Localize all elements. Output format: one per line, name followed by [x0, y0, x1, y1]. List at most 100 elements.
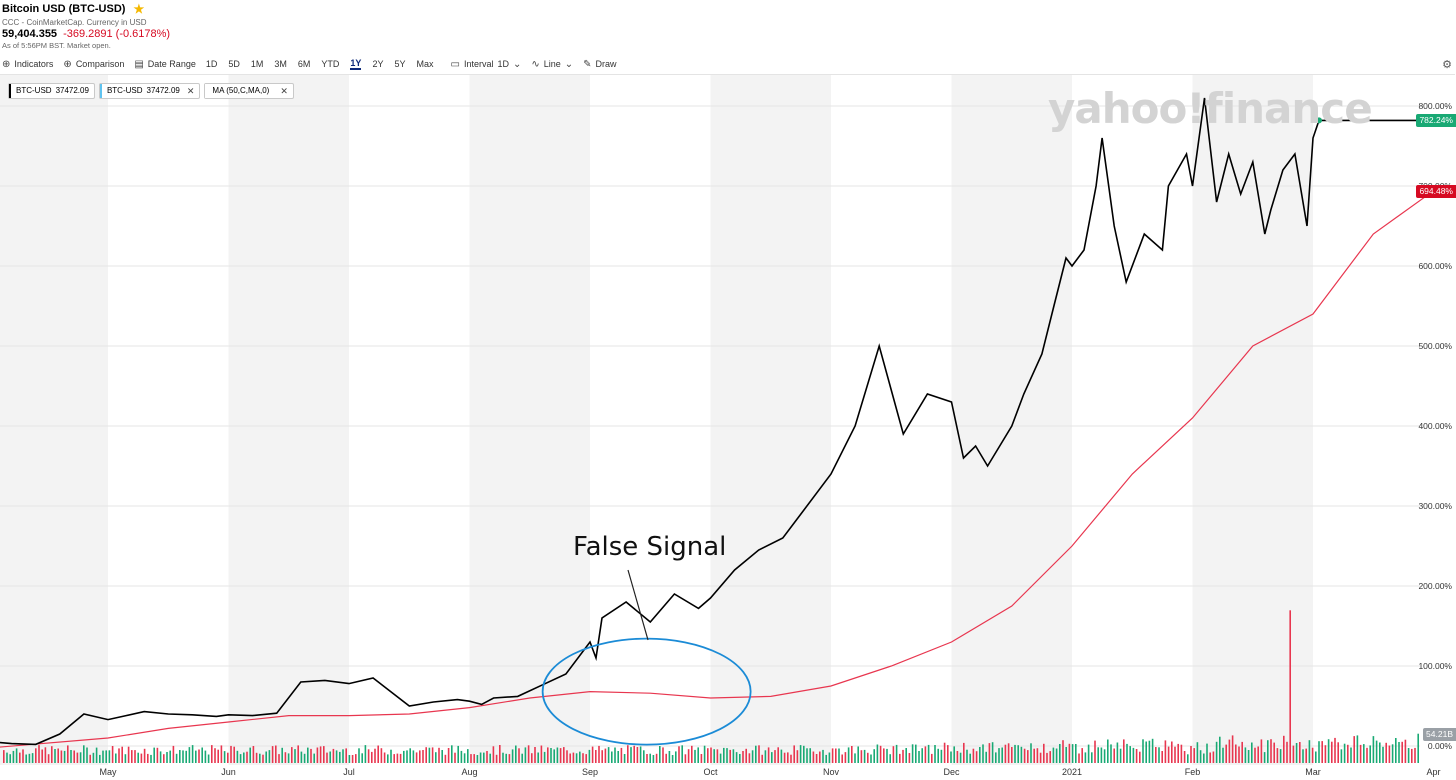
volume-bar	[527, 745, 530, 763]
legend-color-swatch	[205, 84, 208, 98]
volume-bar	[953, 746, 955, 763]
volume-bar	[646, 754, 648, 763]
star-icon[interactable]: ★	[133, 2, 145, 16]
volume-bar	[751, 750, 754, 763]
volume-bar	[1017, 745, 1019, 763]
volume-bar	[319, 746, 322, 763]
date-range-button[interactable]: ▤ Date Range	[134, 59, 196, 70]
volume-bar	[1027, 750, 1029, 763]
volume-bar	[755, 745, 757, 763]
range-1m[interactable]: 1M	[250, 59, 264, 69]
volume-bar	[956, 751, 959, 763]
indicators-label: Indicators	[14, 59, 54, 69]
volume-bar	[1276, 748, 1279, 763]
volume-bar	[214, 748, 216, 763]
legend-pill[interactable]: BTC-USD 37472.09 ✕	[98, 83, 201, 99]
volume-bar	[831, 748, 834, 763]
volume-bar	[588, 749, 591, 763]
indicators-button[interactable]: ⊕ Indicators	[2, 59, 53, 70]
volume-bar	[511, 749, 514, 763]
close-icon[interactable]: ✕	[280, 86, 288, 96]
volume-bar	[217, 749, 219, 763]
volume-bar	[1011, 747, 1013, 763]
volume-bar	[1411, 748, 1413, 763]
draw-button[interactable]: ✎ Draw	[583, 59, 616, 70]
range-ytd[interactable]: YTD	[321, 59, 340, 69]
volume-bar	[713, 749, 715, 763]
range-2y[interactable]: 2Y	[372, 59, 384, 69]
volume-bar	[182, 750, 184, 763]
gear-icon[interactable]: ⚙	[1442, 59, 1452, 71]
month-band	[0, 75, 108, 765]
volume-bar	[86, 747, 88, 763]
volume-bar	[287, 753, 290, 763]
line-chart-icon: ∿	[531, 58, 540, 70]
range-1y[interactable]: 1Y	[350, 58, 362, 70]
volume-bar	[412, 750, 415, 763]
volume-bar	[367, 749, 370, 763]
volume-bar	[1292, 745, 1295, 763]
range-5d[interactable]: 5D	[228, 59, 240, 69]
range-5y[interactable]: 5Y	[394, 59, 406, 69]
date-range-label: Date Range	[147, 59, 196, 69]
range-max[interactable]: Max	[416, 59, 434, 69]
volume-bar	[499, 745, 501, 763]
chart-type-label: Line	[543, 59, 561, 69]
volume-bar	[1161, 751, 1163, 763]
legend-label: BTC-USD	[106, 86, 143, 95]
volume-bar	[1030, 743, 1032, 763]
volume-bar	[19, 752, 21, 763]
volume-bar	[1327, 739, 1330, 763]
volume-bar	[492, 746, 495, 763]
volume-bar	[316, 747, 319, 763]
volume-bar	[1391, 744, 1394, 763]
volume-bar	[684, 754, 687, 763]
volume-bar	[92, 752, 95, 763]
range-1d[interactable]: 1D	[205, 59, 218, 69]
comparison-label: Comparison	[75, 59, 125, 69]
volume-bar	[89, 754, 91, 763]
volume-bar	[1318, 741, 1320, 763]
volume-bar	[623, 754, 626, 763]
volume-bar	[563, 747, 565, 763]
y-tick-label: 0.00%	[1428, 741, 1453, 751]
volume-bar	[819, 751, 821, 763]
volume-bar	[1311, 747, 1314, 763]
quote-title: Bitcoin USD (BTC-USD) ★	[2, 2, 170, 16]
interval-button[interactable]: ▭ Interval 1D ⌄	[450, 59, 521, 70]
volume-bar	[35, 748, 37, 763]
volume-bar	[1375, 740, 1378, 763]
volume-bar	[1129, 746, 1131, 763]
volume-bar	[303, 753, 306, 763]
volume-bar	[1270, 739, 1272, 763]
volume-bar	[246, 751, 248, 763]
volume-bar	[1100, 747, 1103, 763]
range-3m[interactable]: 3M	[274, 59, 287, 69]
volume-bar	[396, 753, 399, 763]
volume-bar	[134, 750, 136, 763]
comparison-button[interactable]: ⊕ Comparison	[63, 59, 124, 70]
plus-circle-icon: ⊕	[63, 58, 72, 70]
volume-bar	[1036, 748, 1039, 763]
volume-bar	[841, 754, 843, 763]
legend-pill[interactable]: MA (50,C,MA,0) ✕	[204, 83, 294, 99]
false-signal-annotation: False Signal	[573, 532, 727, 562]
volume-bar	[1126, 743, 1128, 763]
volume-bar	[419, 750, 421, 763]
chart-type-button[interactable]: ∿ Line ⌄	[531, 59, 573, 70]
volume-bar	[479, 752, 482, 763]
close-icon[interactable]: ✕	[186, 86, 195, 96]
range-6m[interactable]: 6M	[297, 59, 311, 69]
interval-icon: ▭	[450, 58, 460, 70]
volume-bar	[1123, 739, 1125, 763]
volume-bar	[44, 747, 47, 763]
volume-bar	[873, 749, 875, 763]
legend-pill[interactable]: BTC-USD 37472.09	[8, 83, 95, 99]
legend-value: 37472.09	[55, 86, 89, 95]
volume-bar	[297, 745, 299, 763]
volume-bar	[185, 750, 187, 763]
volume-bar	[1299, 742, 1301, 763]
x-tick-label: Dec	[943, 767, 960, 777]
volume-bar	[422, 750, 424, 763]
